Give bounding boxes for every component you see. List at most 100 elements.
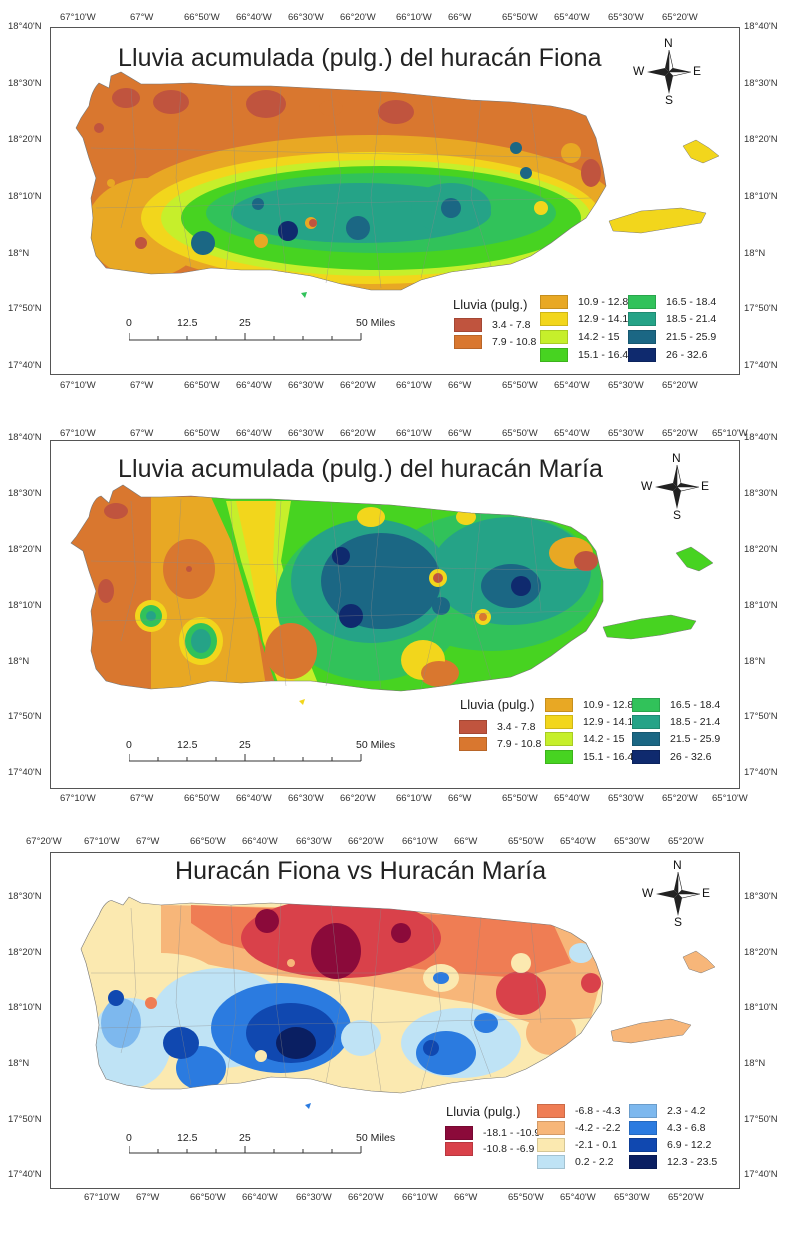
longitude-tick-label: 66°50'W (190, 1192, 226, 1203)
legend-item: -2.1 - 0.1 (537, 1138, 617, 1152)
legend-swatch (459, 737, 487, 751)
legend-swatch (459, 720, 487, 734)
legend-swatch (454, 318, 482, 332)
legend-label: 10.9 - 12.8 (578, 296, 629, 308)
longitude-tick-label: 65°40'W (554, 380, 590, 391)
compass-east-label: E (693, 64, 702, 78)
compass-south-label: S (665, 93, 674, 107)
latitude-tick-label: 18°20'N (744, 544, 778, 555)
legend-label: 15.1 - 16.4 (578, 349, 629, 361)
legend-swatch (545, 715, 573, 729)
longitude-tick-label: 66°50'W (184, 793, 220, 804)
compass-south-label: S (673, 508, 682, 522)
compass-north-label: N (673, 858, 682, 872)
latitude-tick-label: 18°20'N (8, 947, 42, 958)
scale-label-12-5: 12.5 (177, 317, 198, 329)
legend-label: -18.1 - -10.9 (483, 1127, 541, 1139)
legend-label: 6.9 - 12.2 (667, 1139, 712, 1151)
map-title: Huracán Fiona vs Huracán María (175, 857, 547, 885)
latitude-tick-label: 18°N (744, 248, 766, 259)
scale-bar (129, 333, 364, 341)
legend-label: 3.4 - 7.8 (492, 319, 531, 331)
longitude-tick-label: 65°40'W (554, 12, 590, 23)
latitude-tick-label: 18°10'N (8, 1002, 42, 1013)
legend-label: 12.9 - 14.1 (578, 313, 629, 325)
legend-label: 16.5 - 18.4 (670, 699, 721, 711)
legend-label: 2.3 - 4.2 (667, 1105, 706, 1117)
longitude-tick-label: 65°20'W (662, 428, 698, 439)
longitude-tick-label: 66°10'W (396, 793, 432, 804)
compass-north-label: N (672, 451, 681, 465)
puerto-rico-rainfall-map (75, 71, 720, 298)
legend-item: -18.1 - -10.9 (445, 1126, 540, 1140)
latitude-tick-label: 18°30'N (8, 78, 42, 89)
longitude-tick-label: 66°40'W (236, 428, 272, 439)
scale-label-50-miles: 50 Miles (356, 739, 396, 751)
legend-item: 2.3 - 4.2 (629, 1104, 706, 1118)
latitude-tick-label: 18°10'N (744, 191, 778, 202)
compass-east-label: E (701, 479, 710, 493)
legend-label: 18.5 - 21.4 (666, 313, 717, 325)
longitude-tick-label: 66°50'W (184, 12, 220, 23)
puerto-rico-rainfall-map (70, 484, 714, 705)
longitude-tick-label: 66°10'W (402, 836, 438, 847)
latitude-tick-label: 18°10'N (8, 600, 42, 611)
legend-item: 18.5 - 21.4 (632, 715, 720, 729)
longitude-tick-label: 66°W (454, 836, 478, 847)
legend-title: Lluvia (pulg.) (460, 697, 535, 712)
latitude-tick-label: 18°N (744, 1058, 766, 1069)
legend-item: 4.3 - 6.8 (629, 1121, 706, 1135)
longitude-tick-label: 67°W (136, 1192, 160, 1203)
latitude-tick-label: 18°40'N (744, 21, 778, 32)
longitude-tick-label: 65°20'W (668, 1192, 704, 1203)
legend-item: 21.5 - 25.9 (628, 330, 716, 344)
longitude-tick-label: 66°10'W (402, 1192, 438, 1203)
longitude-tick-label: 66°20'W (340, 793, 376, 804)
legend-label: 18.5 - 21.4 (670, 716, 721, 728)
legend-item: 15.1 - 16.4 (540, 348, 628, 362)
latitude-tick-label: 18°N (744, 656, 766, 667)
legend-swatch (454, 335, 482, 349)
latitude-tick-label: 18°40'N (8, 21, 42, 32)
latitude-tick-label: 18°30'N (8, 891, 42, 902)
legend-label: -6.8 - -4.3 (575, 1105, 621, 1117)
legend-label: 26 - 32.6 (670, 751, 712, 763)
longitude-tick-label: 67°W (130, 793, 154, 804)
legend-swatch (540, 330, 568, 344)
longitude-tick-label: 66°W (448, 428, 472, 439)
longitude-tick-label: 65°30'W (608, 793, 644, 804)
legend-swatch (445, 1126, 473, 1140)
latitude-tick-label: 18°20'N (744, 947, 778, 958)
legend-label: 7.9 - 10.8 (492, 336, 537, 348)
longitude-tick-label: 66°30'W (288, 793, 324, 804)
legend-swatch (537, 1121, 565, 1135)
legend-label: 15.1 - 16.4 (583, 751, 634, 763)
latitude-tick-label: 17°50'N (8, 303, 42, 314)
longitude-tick-label: 66°20'W (348, 836, 384, 847)
latitude-tick-label: 18°10'N (744, 1002, 778, 1013)
longitude-tick-label: 66°30'W (296, 1192, 332, 1203)
compass-rose: N S W E (639, 451, 715, 523)
legend-label: 21.5 - 25.9 (666, 331, 717, 343)
legend-swatch (628, 348, 656, 362)
legend-item: 14.2 - 15 (545, 732, 624, 746)
compass-rose: N S W E (640, 858, 716, 930)
longitude-tick-label: 65°50'W (508, 836, 544, 847)
legend-item: 0.2 - 2.2 (537, 1155, 614, 1169)
latitude-tick-label: 17°40'N (8, 767, 42, 778)
longitude-tick-label: 65°50'W (508, 1192, 544, 1203)
longitude-tick-label: 66°30'W (288, 428, 324, 439)
longitude-tick-label: 66°50'W (184, 428, 220, 439)
longitude-tick-label: 66°10'W (396, 12, 432, 23)
longitude-tick-label: 65°40'W (560, 836, 596, 847)
longitude-tick-label: 67°10'W (60, 793, 96, 804)
longitude-tick-label: 66°30'W (288, 12, 324, 23)
compass-south-label: S (674, 915, 683, 929)
legend-swatch (632, 750, 660, 764)
compass-north-label: N (664, 36, 673, 50)
legend-label: 10.9 - 12.8 (583, 699, 634, 711)
latitude-tick-label: 17°50'N (744, 711, 778, 722)
latitude-tick-label: 18°10'N (744, 600, 778, 611)
legend-swatch (537, 1155, 565, 1169)
